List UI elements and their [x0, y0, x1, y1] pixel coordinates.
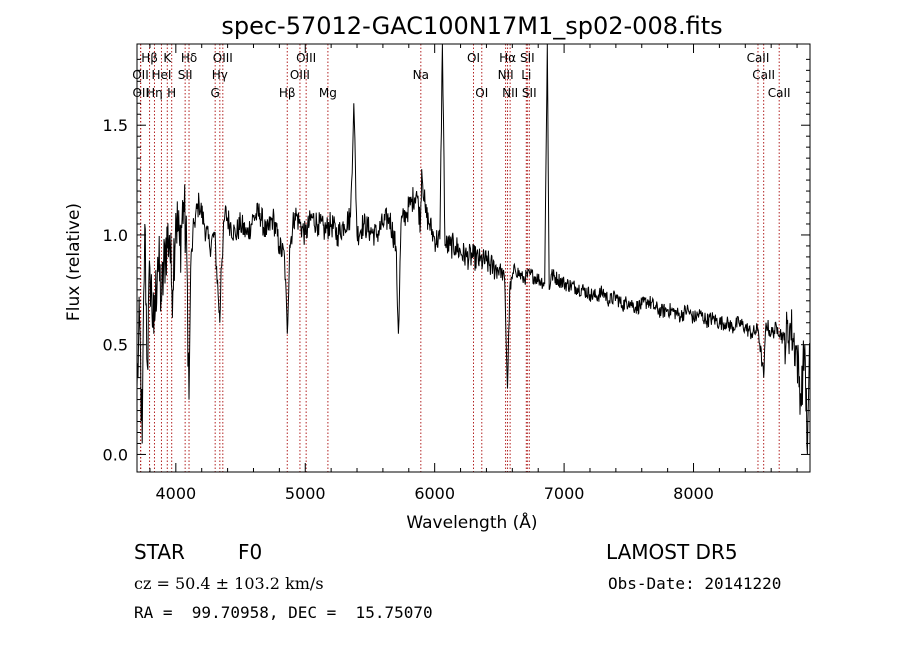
line-marker-label: Hβ	[141, 51, 158, 65]
line-marker-label: Hα	[499, 51, 516, 65]
line-marker-label: SII	[522, 86, 537, 100]
survey-name: LAMOST DR5	[606, 540, 738, 564]
line-marker-label: CaII	[752, 68, 775, 82]
line-marker-label: Hη	[146, 86, 163, 100]
line-marker-label: OII	[132, 68, 149, 82]
redshift-value: cz = 50.4 ± 103.2 km/s	[134, 574, 324, 593]
y-tick-label: 1.0	[103, 226, 128, 245]
coordinates: RA = 99.70958, DEC = 15.75070	[134, 603, 433, 622]
x-tick-label: 6000	[414, 484, 455, 503]
line-marker-label: CaII	[768, 86, 791, 100]
line-marker-label: Na	[413, 68, 429, 82]
line-marker-label: HeI	[151, 68, 171, 82]
chart-title: spec-57012-GAC100N17M1_sp02-008.fits	[221, 12, 722, 40]
line-marker-label: K	[163, 51, 172, 65]
observation-date: Obs-Date: 20141220	[608, 574, 782, 593]
x-tick-label: 5000	[285, 484, 326, 503]
line-marker-label: NII	[502, 86, 518, 100]
line-marker-label: SII	[178, 68, 193, 82]
line-marker-label: H	[167, 86, 176, 100]
line-marker-label: CaII	[747, 51, 770, 65]
line-marker-label: Li	[521, 68, 531, 82]
x-axis-ticks: 4000 5000 6000 7000 8000	[149, 44, 798, 503]
y-axis-ticks: 0.0 0.5 1.0 1.5	[103, 58, 810, 464]
y-tick-label: 1.5	[103, 116, 128, 135]
line-marker-label: OIII	[296, 51, 316, 65]
line-marker-label: G	[211, 86, 220, 100]
x-tick-label: 7000	[544, 484, 585, 503]
object-subclass: F0	[238, 540, 263, 564]
plot-frame	[136, 43, 811, 473]
line-marker-label: OIII	[213, 51, 233, 65]
line-marker-label: OI	[475, 86, 488, 100]
spectrum-line	[136, 43, 811, 455]
object-class: STAR	[134, 540, 185, 564]
line-marker-label: SII	[520, 51, 535, 65]
line-marker-label: NII	[498, 68, 514, 82]
line-marker-label: Hγ	[212, 68, 228, 82]
x-tick-label: 4000	[155, 484, 196, 503]
x-axis-label: Wavelength (Å)	[406, 511, 537, 533]
line-marker-label: OI	[467, 51, 480, 65]
line-marker-label: Hδ	[181, 51, 197, 65]
y-tick-label: 0.0	[103, 445, 128, 464]
line-marker-label: OIII	[290, 68, 310, 82]
line-marker-label: Hβ	[279, 86, 296, 100]
x-tick-label: 8000	[673, 484, 714, 503]
line-marker-label: Mg	[319, 86, 337, 100]
y-tick-label: 0.5	[103, 336, 128, 355]
line-markers	[139, 44, 780, 472]
y-axis-label: Flux (relative)	[64, 203, 84, 321]
